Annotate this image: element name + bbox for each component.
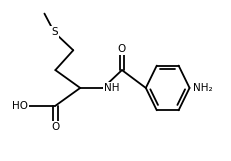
Text: S: S: [51, 27, 58, 37]
Text: NH: NH: [104, 83, 119, 93]
Text: O: O: [117, 44, 125, 54]
Text: O: O: [51, 122, 59, 132]
Text: NH₂: NH₂: [192, 83, 211, 93]
Text: HO: HO: [12, 101, 27, 111]
